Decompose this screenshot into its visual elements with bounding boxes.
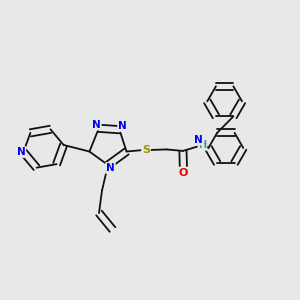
Text: H: H xyxy=(198,140,206,150)
Text: N: N xyxy=(92,120,101,130)
Text: N: N xyxy=(106,163,115,173)
Text: N: N xyxy=(194,134,203,145)
Text: N: N xyxy=(16,147,26,157)
Text: O: O xyxy=(179,167,188,178)
Text: N: N xyxy=(118,121,127,131)
Text: S: S xyxy=(142,145,150,155)
